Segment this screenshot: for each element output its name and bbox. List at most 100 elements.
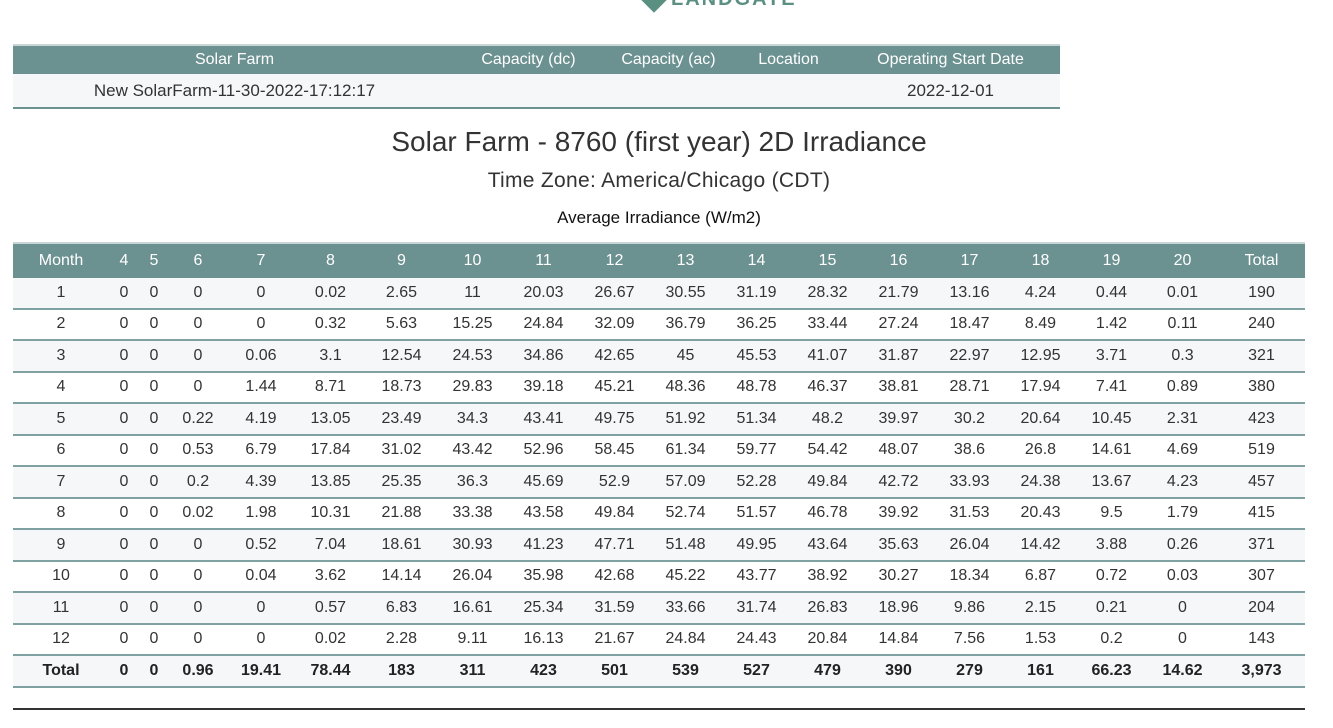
total-cell: 279 <box>934 655 1005 688</box>
irradiance-cell: 0 <box>169 371 227 404</box>
header-location: Location <box>736 44 841 74</box>
irradiance-cell: 48.07 <box>863 434 934 467</box>
irradiance-cell: 16.13 <box>508 623 579 656</box>
irradiance-cell: 12.54 <box>366 340 437 373</box>
irradiance-cell: 7.04 <box>295 529 366 562</box>
irradiance-cell: 31.87 <box>863 340 934 373</box>
total-cell: 0 <box>139 655 169 688</box>
irradiance-cell: 4.39 <box>227 466 295 499</box>
irradiance-cell: 9.5 <box>1076 497 1147 530</box>
month-cell: 1 <box>13 278 109 310</box>
table-row-month-8: 8 0 0 0.02 1.98 10.31 21.88 33.38 43.58 49.84 52.7… <box>13 497 1305 530</box>
irradiance-cell: 12.95 <box>1005 340 1076 373</box>
irradiance-cell: 3.88 <box>1076 529 1147 562</box>
irradiance-cell: 10.45 <box>1076 403 1147 436</box>
irradiance-cell: 48.36 <box>650 371 721 404</box>
irradiance-cell: 42.68 <box>579 560 650 593</box>
irradiance-cell: 7.41 <box>1076 371 1147 404</box>
irradiance-cell: 0 <box>139 529 169 562</box>
irradiance-cell: 39.18 <box>508 371 579 404</box>
total-cell: 0 <box>109 655 139 688</box>
irradiance-cell: 31.59 <box>579 592 650 625</box>
irradiance-cell: 36.79 <box>650 308 721 341</box>
irradiance-cell: 20.64 <box>1005 403 1076 436</box>
irradiance-cell: 0 <box>139 560 169 593</box>
irradiance-cell: 2.28 <box>366 623 437 656</box>
irradiance-cell: 8.49 <box>1005 308 1076 341</box>
irradiance-cell: 0.03 <box>1147 560 1218 593</box>
irradiance-cell: 423 <box>1218 403 1305 436</box>
logo-text: LANDGATE <box>671 0 797 11</box>
irradiance-cell: 43.42 <box>437 434 508 467</box>
irradiance-cell: 0 <box>109 434 139 467</box>
irradiance-cell: 1.42 <box>1076 308 1147 341</box>
irradiance-cell: 18.34 <box>934 560 1005 593</box>
irradiance-cell: 42.65 <box>579 340 650 373</box>
irradiance-cell: 0.53 <box>169 434 227 467</box>
irradiance-cell: 321 <box>1218 340 1305 373</box>
irradiance-cell: 34.86 <box>508 340 579 373</box>
irradiance-cell: 26.67 <box>579 278 650 310</box>
irradiance-cell: 143 <box>1218 623 1305 656</box>
irradiance-cell: 0 <box>169 560 227 593</box>
column-header-total: Total <box>1218 242 1305 278</box>
irradiance-cell: 0.22 <box>169 403 227 436</box>
table-row-month-12: 12 0 0 0 0 0.02 2.28 9.11 16.13 21.67 24.84 24.43 20… <box>13 623 1305 656</box>
irradiance-cell: 9.11 <box>437 623 508 656</box>
irradiance-cell: 29.83 <box>437 371 508 404</box>
irradiance-cell: 6.79 <box>227 434 295 467</box>
irradiance-cell: 25.34 <box>508 592 579 625</box>
irradiance-cell: 33.38 <box>437 497 508 530</box>
irradiance-cell: 0 <box>109 340 139 373</box>
irradiance-cell: 48.78 <box>721 371 792 404</box>
table-row-month-6: 6 0 0 0.53 6.79 17.84 31.02 43.42 52.96 58.45 61.3… <box>13 434 1305 467</box>
irradiance-cell: 26.04 <box>437 560 508 593</box>
irradiance-cell: 519 <box>1218 434 1305 467</box>
irradiance-cell: 9.86 <box>934 592 1005 625</box>
irradiance-cell: 0.44 <box>1076 278 1147 310</box>
table-row-month-11: 11 0 0 0 0 0.57 6.83 16.61 25.34 31.59 33.66 31.74 2… <box>13 592 1305 625</box>
irradiance-cell: 45.69 <box>508 466 579 499</box>
irradiance-cell: 0 <box>109 592 139 625</box>
irradiance-cell: 30.93 <box>437 529 508 562</box>
irradiance-cell: 49.95 <box>721 529 792 562</box>
irradiance-cell: 5.63 <box>366 308 437 341</box>
irradiance-cell: 14.14 <box>366 560 437 593</box>
irradiance-cell: 22.97 <box>934 340 1005 373</box>
total-cell: 311 <box>437 655 508 688</box>
irradiance-cell: 0 <box>1147 592 1218 625</box>
capacity-ac <box>601 74 736 109</box>
irradiance-cell: 20.84 <box>792 623 863 656</box>
irradiance-cell: 371 <box>1218 529 1305 562</box>
column-header-7: 7 <box>227 242 295 278</box>
irradiance-cell: 35.98 <box>508 560 579 593</box>
irradiance-cell: 4.19 <box>227 403 295 436</box>
irradiance-cell: 0.02 <box>295 278 366 310</box>
irradiance-cell: 18.73 <box>366 371 437 404</box>
irradiance-cell: 49.75 <box>579 403 650 436</box>
irradiance-cell: 0 <box>169 308 227 341</box>
month-cell: 9 <box>13 529 109 562</box>
landgate-logo: LANDGATE <box>641 0 797 13</box>
irradiance-cell: 457 <box>1218 466 1305 499</box>
irradiance-cell: 34.3 <box>437 403 508 436</box>
irradiance-cell: 21.67 <box>579 623 650 656</box>
irradiance-cell: 38.6 <box>934 434 1005 467</box>
irradiance-cell: 51.92 <box>650 403 721 436</box>
irradiance-cell: 51.48 <box>650 529 721 562</box>
irradiance-cell: 25.35 <box>366 466 437 499</box>
irradiance-cell: 49.84 <box>579 497 650 530</box>
total-cell: 78.44 <box>295 655 366 688</box>
month-cell: 4 <box>13 371 109 404</box>
column-header-6: 6 <box>169 242 227 278</box>
irradiance-cell: 35.63 <box>863 529 934 562</box>
irradiance-cell: 4.24 <box>1005 278 1076 310</box>
irradiance-cell: 13.85 <box>295 466 366 499</box>
irradiance-cell: 1.79 <box>1147 497 1218 530</box>
irradiance-cell: 48.2 <box>792 403 863 436</box>
irradiance-table: Month 4 5 6 7 8 9 10 11 12 13 14 15 16 17 18 19 20 Total 1… <box>13 242 1305 688</box>
header-capacity-ac: Capacity (ac) <box>601 44 736 74</box>
irradiance-cell: 51.34 <box>721 403 792 436</box>
irradiance-cell: 14.42 <box>1005 529 1076 562</box>
irradiance-cell: 36.3 <box>437 466 508 499</box>
